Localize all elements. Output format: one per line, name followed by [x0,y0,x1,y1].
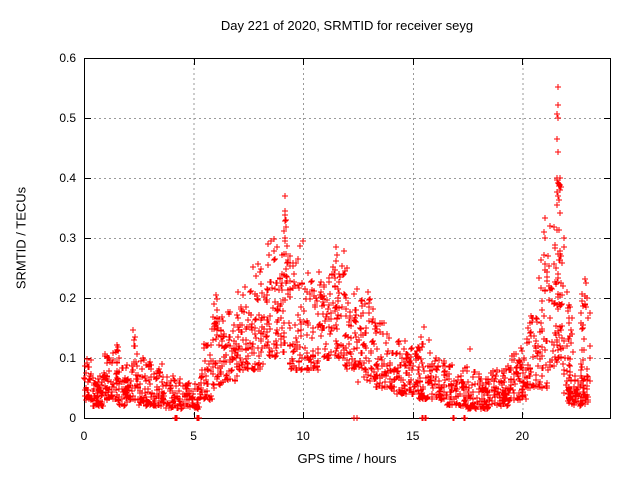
x-tick-label: 0 [81,429,88,443]
y-tick-label: 0.1 [59,351,76,365]
x-tick-label: 5 [190,429,197,443]
chart-title: Day 221 of 2020, SRMTID for receiver sey… [220,18,474,33]
x-axis-label: GPS time / hours [297,451,397,466]
x-tick-label: 20 [516,429,530,443]
y-tick-label: 0.5 [59,111,76,125]
x-tick-label: 10 [296,429,310,443]
y-tick-label: 0.6 [59,51,76,65]
axes-border [84,58,611,419]
y-tick-label: 0.4 [59,171,76,185]
srmtid-points-series [81,84,593,421]
tick-labels: 0 5 10 15 20 0 0.1 0.2 0.3 0.4 0.5 0.6 [59,51,529,443]
x-tick-label: 15 [406,429,420,443]
y-tick-label: 0.2 [59,291,76,305]
y-tick-label: 0.3 [59,231,76,245]
y-tick-label: 0 [69,411,76,425]
